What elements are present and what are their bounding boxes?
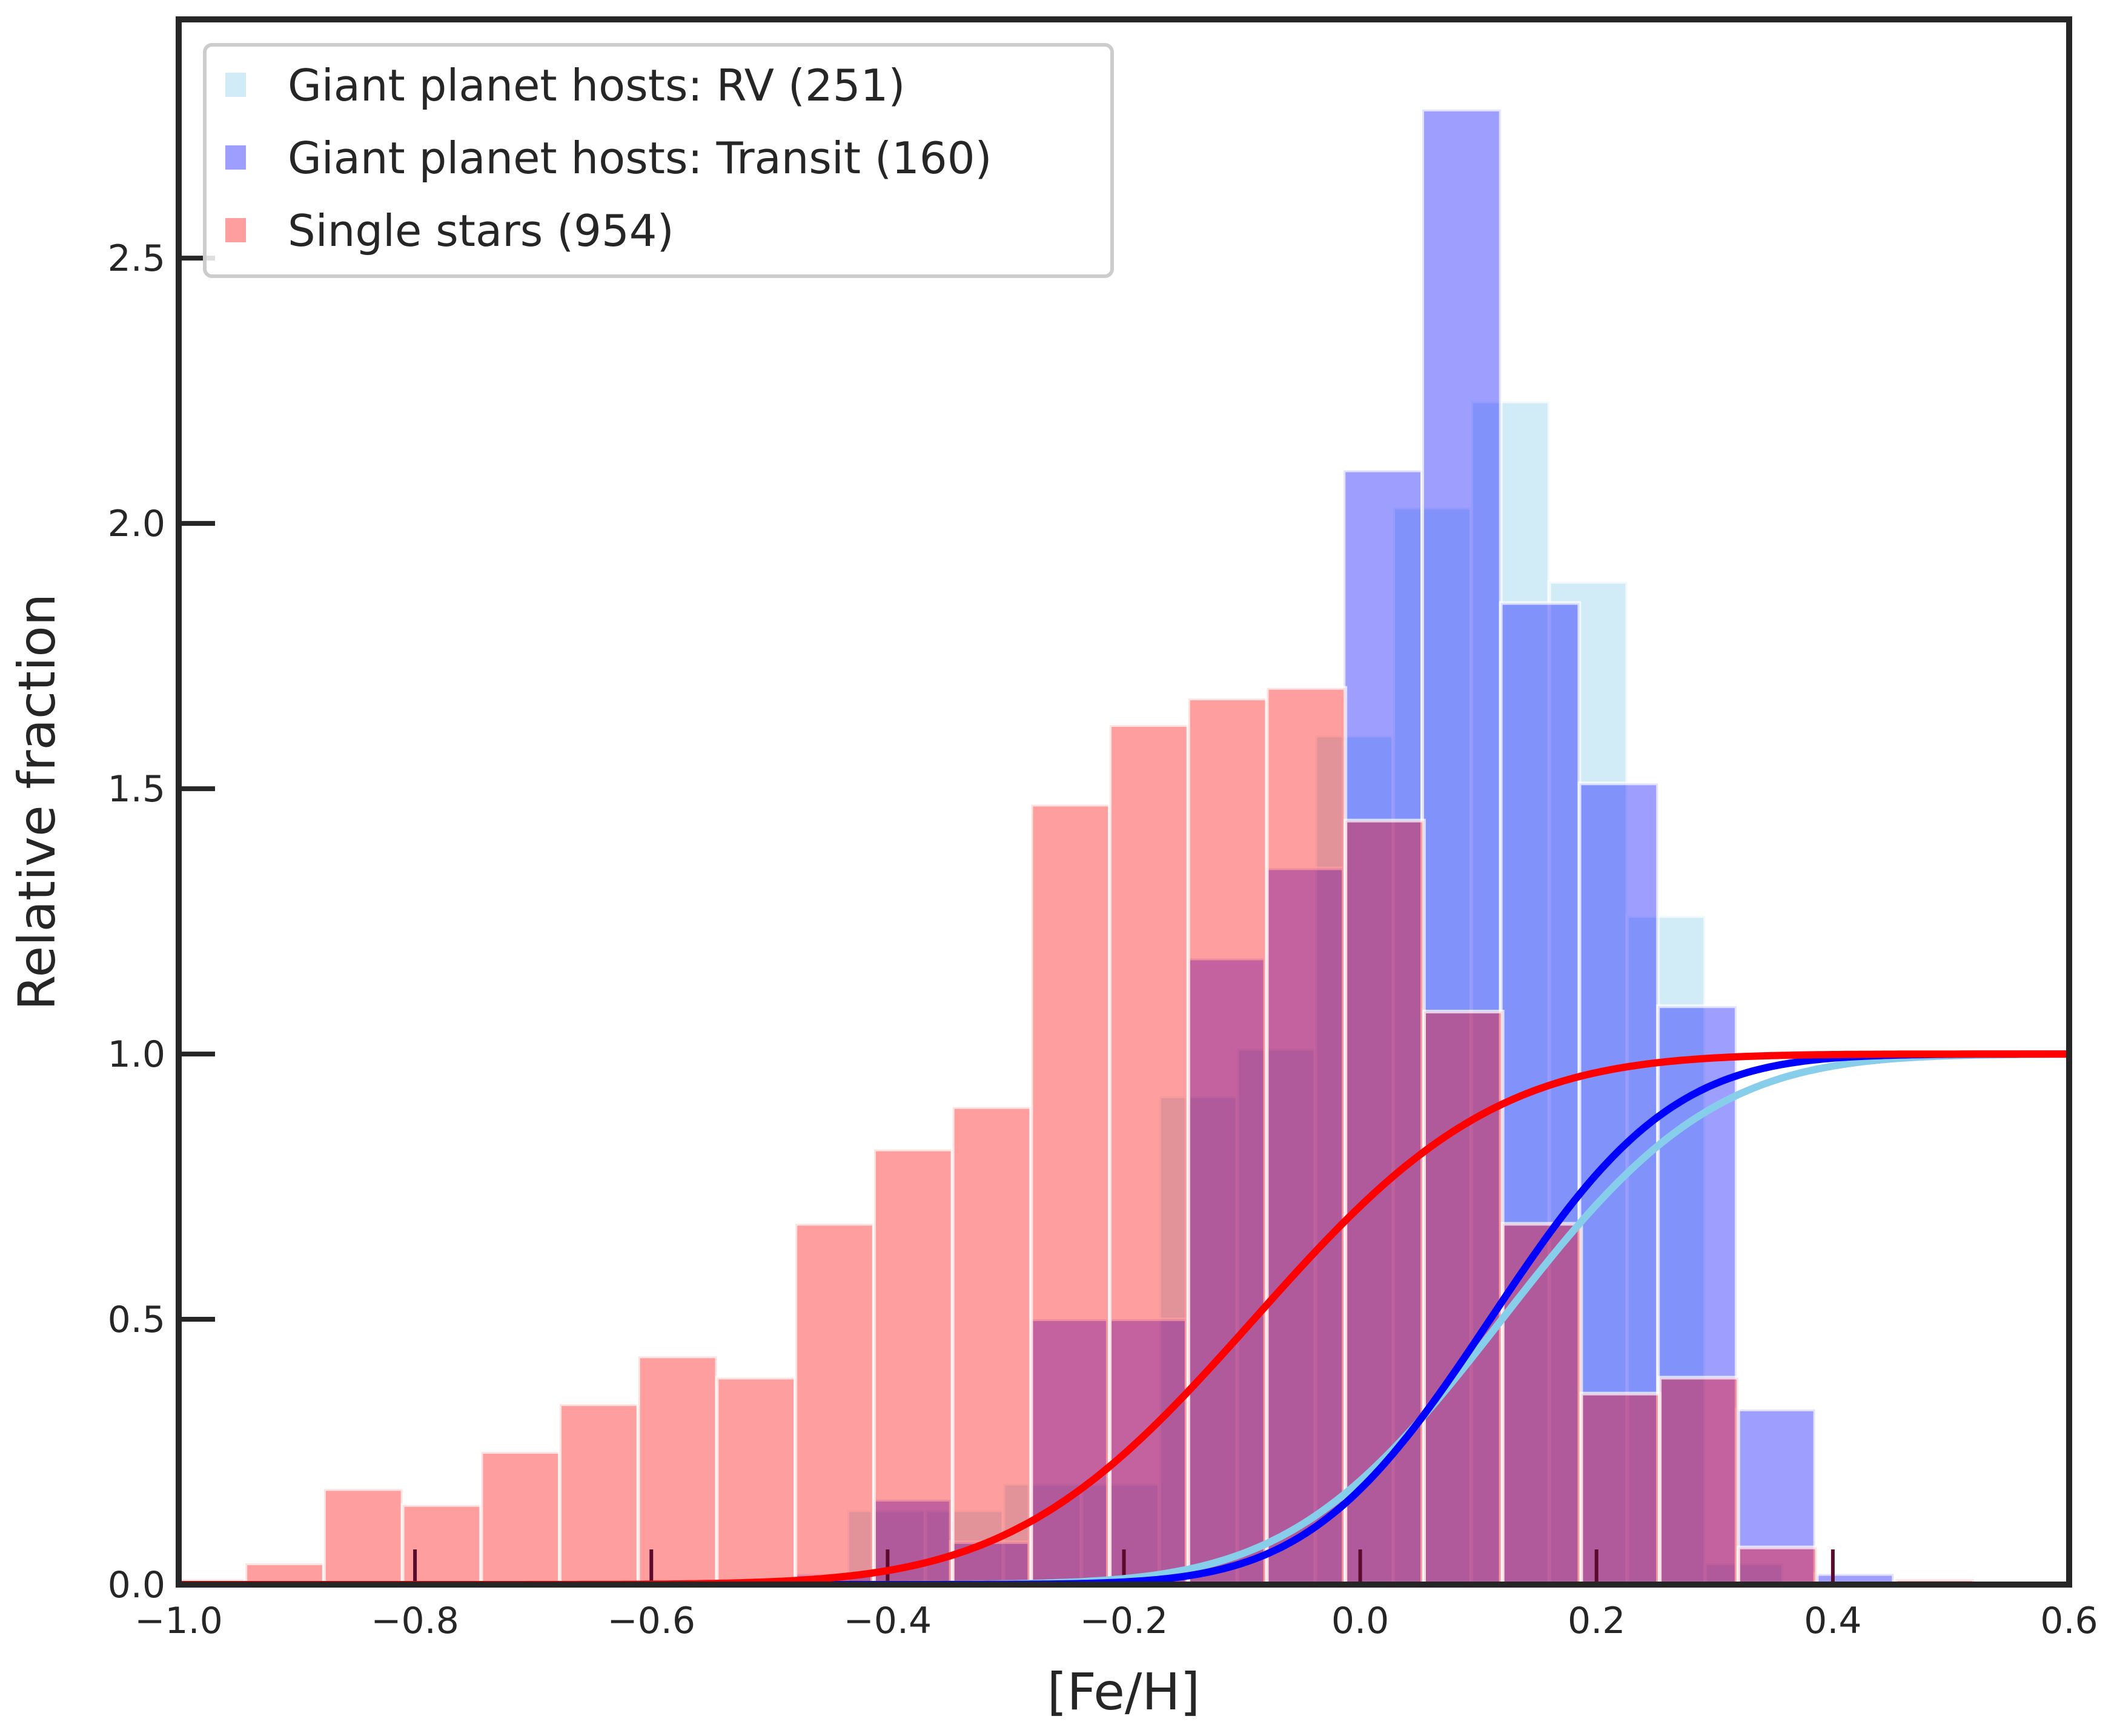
legend: Giant planet hosts: RV (251) Giant plane… [203, 43, 1114, 278]
y-tick-label: 1.5 [108, 768, 165, 810]
legend-swatch-rv [225, 73, 246, 97]
histogram-bar [1469, 399, 1551, 1585]
cdf-curve-single-stars-cdf [179, 1050, 2069, 1585]
histogram-bar [872, 1147, 955, 1585]
legend-label-transit: Giant planet hosts: Transit (160) [288, 133, 992, 184]
x-tick-label: −1.0 [134, 1600, 223, 1642]
y-axis-ticks: 0.0 0.5 1.0 1.5 2.0 2.5 [108, 237, 215, 1606]
histogram-bar [1029, 803, 1112, 1585]
histogram-bar [1263, 866, 1346, 1585]
histogram-bar [950, 1105, 1033, 1585]
histogram-bar [793, 1222, 876, 1585]
x-axis-ticks: −1.0 −0.8 −0.6 −0.4 −0.2 0.0 0.2 0.4 0.6 [134, 1600, 2098, 1642]
histogram-bar [479, 1450, 562, 1585]
legend-swatch-transit [225, 145, 246, 170]
y-axis-title: Relative fraction [7, 594, 67, 1010]
x-tick-label: −0.4 [844, 1600, 932, 1642]
histogram-bar [1313, 734, 1396, 1585]
legend-label-single: Single stars (954) [288, 205, 674, 256]
histogram-bar [322, 1487, 405, 1585]
x-axis-title: [Fe/H] [1047, 1662, 1200, 1721]
y-tick-label: 0.0 [108, 1564, 165, 1606]
histogram-bar [1342, 468, 1425, 1585]
plot-frame [176, 16, 2072, 1588]
histogram-bar [1656, 1004, 1738, 1585]
histogram-bar [1734, 1407, 1817, 1585]
y-tick-label: 1.0 [108, 1033, 165, 1076]
histogram-series-1 [846, 399, 1785, 1585]
x-tick-label: 0.4 [1804, 1600, 1861, 1642]
histogram-bar [1658, 1376, 1740, 1585]
histogram-bar [558, 1402, 640, 1585]
histogram-bar [1625, 914, 1708, 1585]
histogram-bar [1235, 1047, 1317, 1585]
histogram-bar [715, 1376, 798, 1585]
histogram-bar [1186, 697, 1269, 1585]
histogram-series-3 [179, 686, 1976, 1585]
histogram-bar [1579, 1391, 1662, 1585]
legend-label-rv: Giant planet hosts: RV (251) [288, 60, 905, 111]
x-tick-label: −0.8 [371, 1600, 459, 1642]
histogram-bar [1422, 1010, 1505, 1585]
x-tick-label: 0.0 [1331, 1600, 1389, 1642]
legend-box [203, 43, 1114, 278]
x-tick-label: 0.6 [2040, 1600, 2098, 1642]
y-tick-label: 2.0 [108, 503, 165, 545]
x-tick-label: −0.6 [607, 1600, 695, 1642]
histogram-bar [1736, 1545, 1819, 1585]
x-tick-label: 0.2 [1568, 1600, 1625, 1642]
histogram-bar [1027, 1317, 1110, 1585]
legend-swatch-single [225, 218, 246, 242]
x-tick-label: −0.2 [1080, 1600, 1168, 1642]
histogram-bars [179, 107, 1976, 1585]
histogram-bar [1079, 1482, 1162, 1585]
y-tick-label: 2.5 [108, 237, 165, 280]
y-tick-label: 0.5 [108, 1299, 165, 1341]
histogram-bar [1343, 818, 1426, 1585]
histogram-bar [1265, 686, 1348, 1585]
histogram-bar [1703, 1562, 1785, 1585]
